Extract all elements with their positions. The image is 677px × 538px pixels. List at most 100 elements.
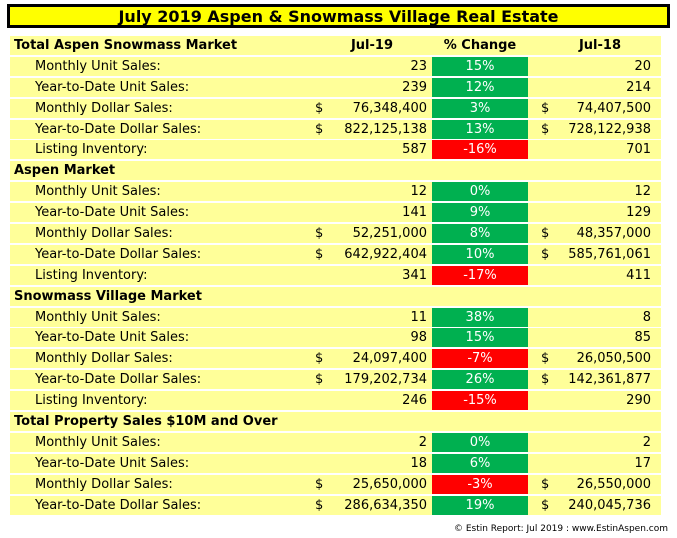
current-currency-symbol: $ (315, 246, 324, 262)
column-header-change: % Change (432, 36, 528, 55)
metric-label: Year-to-Date Dollar Sales: (35, 246, 202, 262)
current-value: 286,634,350 (344, 497, 427, 513)
metric-label: Listing Inventory: (35, 267, 148, 283)
table-row: Monthly Unit Sales: 23 15% 20 (10, 56, 661, 76)
metric-label: Year-to-Date Unit Sales: (35, 330, 190, 346)
metric-label: Monthly Unit Sales: (35, 309, 161, 325)
percent-change: -16% (432, 140, 528, 160)
percent-change: 3% (432, 98, 528, 118)
percent-change: 6% (432, 453, 528, 473)
report-title-text: July 2019 Aspen & Snowmass Village Real … (118, 6, 559, 26)
metric-label: Year-to-Date Unit Sales: (35, 205, 190, 221)
current-value: 18 (410, 455, 427, 471)
current-value: 246 (402, 393, 427, 409)
percent-change: 15% (432, 56, 528, 76)
metric-label: Monthly Unit Sales: (35, 58, 161, 74)
percent-change: -15% (432, 391, 528, 411)
current-value: 239 (402, 79, 427, 95)
metric-label: Monthly Dollar Sales: (35, 351, 173, 367)
prior-value: 8 (642, 309, 651, 325)
current-value: 11 (410, 309, 427, 325)
current-currency-symbol: $ (315, 121, 324, 137)
percent-change: -3% (432, 474, 528, 494)
section-header: Aspen Market (10, 161, 661, 181)
table-row: Year-to-Date Unit Sales: 239 12% 214 (10, 77, 661, 97)
table-row: Listing Inventory: 341 -17% 411 (10, 265, 661, 285)
percent-change: 12% (432, 77, 528, 97)
current-value: 587 (402, 142, 427, 158)
section-header: Total Aspen Snowmass Market Jul-19 % Chang… (10, 36, 661, 55)
current-currency-symbol: $ (315, 100, 324, 116)
section-header: Snowmass Village Market (10, 286, 661, 306)
table-row: Year-to-Date Dollar Sales: $822,125,138 13… (10, 119, 661, 139)
current-value: 12 (410, 184, 427, 200)
prior-value: 48,357,000 (576, 226, 651, 242)
column-header-prior: Jul-18 (578, 38, 622, 53)
metric-label: Monthly Dollar Sales: (35, 476, 173, 492)
percent-change: 26% (432, 370, 528, 390)
percent-change: 19% (432, 495, 528, 515)
metric-label: Year-to-Date Dollar Sales: (35, 372, 202, 388)
prior-value: 12 (634, 184, 651, 200)
percent-change: 38% (432, 307, 528, 327)
prior-value: 411 (626, 267, 651, 283)
prior-currency-symbol: $ (541, 476, 550, 492)
column-header-current: Jul-19 (350, 38, 394, 53)
copyright-footer: © Estin Report: Jul 2019 : www.EstinAspe… (453, 524, 668, 534)
table-row: Monthly Dollar Sales: $76,348,400 3% $74,40… (10, 98, 661, 118)
percent-change: 0% (432, 182, 528, 202)
current-value: 642,922,404 (344, 246, 427, 262)
current-currency-symbol: $ (315, 372, 324, 388)
metric-label: Listing Inventory: (35, 142, 148, 158)
current-value: 141 (402, 205, 427, 221)
current-currency-symbol: $ (315, 351, 324, 367)
current-value: 23 (410, 58, 427, 74)
table-row: Monthly Unit Sales: 11 38% 8 (10, 307, 661, 327)
table-row: Year-to-Date Unit Sales: 98 15% 85 (10, 328, 661, 348)
prior-currency-symbol: $ (541, 226, 550, 242)
report-title: July 2019 Aspen & Snowmass Village Real … (7, 4, 670, 28)
metric-label: Year-to-Date Unit Sales: (35, 79, 190, 95)
current-value: 98 (410, 330, 427, 346)
section-title: Total Property Sales $10M and Over (14, 414, 278, 430)
metric-label: Listing Inventory: (35, 393, 148, 409)
table-row: Monthly Dollar Sales: $52,251,000 8% $48,35… (10, 224, 661, 244)
prior-value: 26,050,500 (576, 351, 651, 367)
percent-change: -7% (432, 349, 528, 369)
current-value: 2 (418, 434, 427, 450)
table-row: Year-to-Date Unit Sales: 141 9% 129 (10, 203, 661, 223)
prior-currency-symbol: $ (541, 100, 550, 116)
prior-currency-symbol: $ (541, 351, 550, 367)
percent-change: 8% (432, 224, 528, 244)
table-row: Monthly Unit Sales: 12 0% 12 (10, 182, 661, 202)
metric-label: Monthly Dollar Sales: (35, 226, 173, 242)
section-title: Aspen Market (14, 163, 116, 179)
section-title: Total Aspen Snowmass Market (14, 38, 238, 53)
prior-value: 240,045,736 (568, 497, 651, 513)
metric-label: Monthly Unit Sales: (35, 434, 161, 450)
prior-value: 85 (634, 330, 651, 346)
stats-table: Total Aspen Snowmass Market Jul-19 % Chang… (10, 36, 661, 516)
current-currency-symbol: $ (315, 226, 324, 242)
prior-currency-symbol: $ (541, 246, 550, 262)
table-row: Monthly Dollar Sales: $25,650,000 -3% $26,5… (10, 474, 661, 494)
percent-change: 0% (432, 432, 528, 452)
current-value: 25,650,000 (352, 476, 427, 492)
table-row: Year-to-Date Unit Sales: 18 6% 17 (10, 453, 661, 473)
prior-value: 728,122,938 (568, 121, 651, 137)
current-currency-symbol: $ (315, 497, 324, 513)
table-row: Listing Inventory: 587 -16% 701 (10, 140, 661, 160)
table-row: Year-to-Date Dollar Sales: $286,634,350 19… (10, 495, 661, 515)
metric-label: Monthly Dollar Sales: (35, 100, 173, 116)
prior-value: 142,361,877 (568, 372, 651, 388)
prior-value: 20 (634, 58, 651, 74)
percent-change: 15% (432, 328, 528, 348)
prior-value: 2 (642, 434, 651, 450)
prior-value: 26,550,000 (576, 476, 651, 492)
section-header: Total Property Sales $10M and Over (10, 412, 661, 432)
table-row: Year-to-Date Dollar Sales: $642,922,404 10… (10, 244, 661, 264)
metric-label: Monthly Unit Sales: (35, 184, 161, 200)
percent-change: -17% (432, 265, 528, 285)
current-value: 24,097,400 (352, 351, 427, 367)
table-row: Monthly Unit Sales: 2 0% 2 (10, 432, 661, 452)
